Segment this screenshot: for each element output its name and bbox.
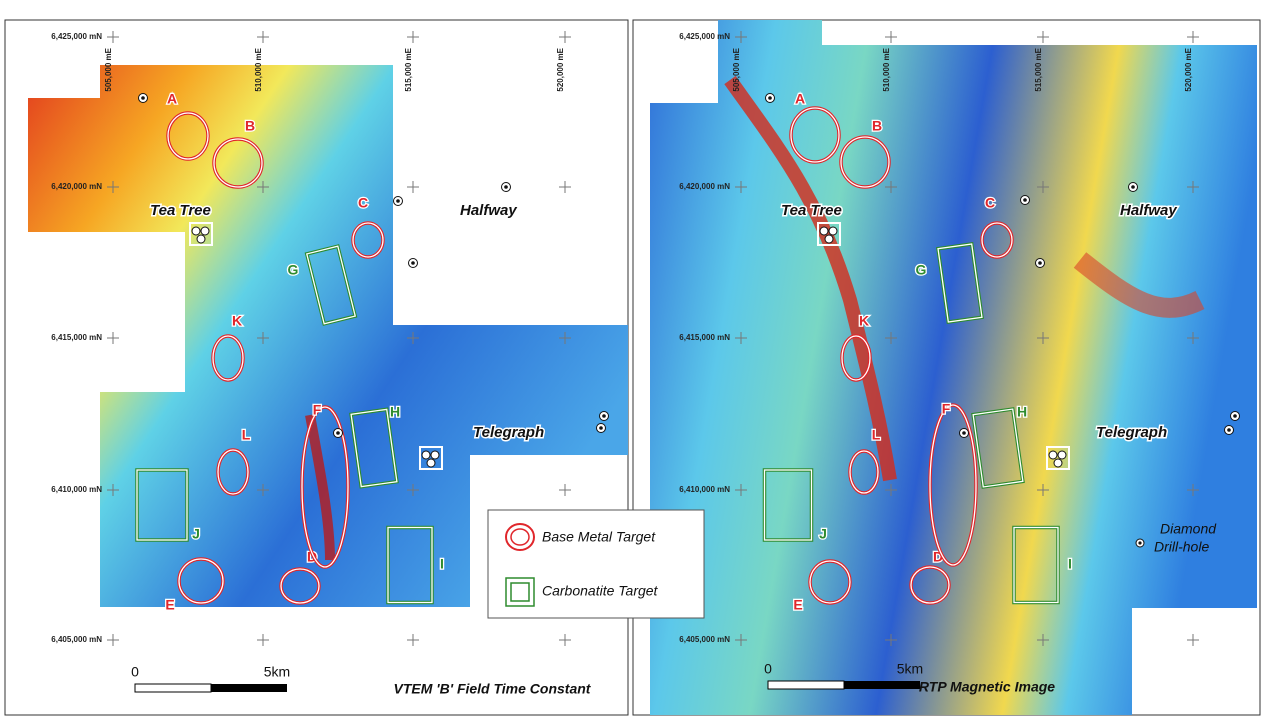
drill-hole — [1227, 428, 1231, 432]
northing-label: 6,410,000 mN — [679, 485, 730, 494]
drill-hole-label: Drill-hole — [1154, 539, 1209, 555]
northing-label: 6,425,000 mN — [51, 32, 102, 41]
drill-hole-label: Diamond — [1160, 521, 1217, 537]
northing-label: 6,405,000 mN — [679, 635, 730, 644]
drill-hole — [829, 227, 837, 235]
target-label: I — [1068, 556, 1072, 572]
scale-label: 0 — [764, 661, 772, 677]
legend-label: Base Metal Target — [542, 529, 656, 545]
drill-hole-icon — [1138, 541, 1141, 544]
drill-hole — [768, 96, 772, 100]
target-label: H — [390, 404, 400, 420]
scale-bar — [211, 684, 287, 692]
place-label: Halfway — [460, 202, 517, 219]
easting-label: 505,000 mE — [104, 47, 113, 91]
drill-hole — [411, 261, 415, 265]
northing-label: 6,420,000 mN — [679, 182, 730, 191]
easting-label: 510,000 mE — [254, 47, 263, 91]
scale-bar — [768, 681, 844, 689]
northing-label: 6,415,000 mN — [679, 333, 730, 342]
easting-label: 520,000 mE — [556, 47, 565, 91]
drill-hole — [197, 235, 205, 243]
drill-hole — [1054, 459, 1062, 467]
drill-hole — [422, 451, 430, 459]
target-label: I — [440, 556, 444, 572]
drill-hole — [201, 227, 209, 235]
legend-box — [488, 510, 704, 618]
target-label: G — [916, 262, 927, 278]
target-label: J — [819, 526, 827, 542]
easting-label: 515,000 mE — [404, 47, 413, 91]
target-label: A — [795, 91, 805, 107]
place-label: Tea Tree — [781, 202, 842, 219]
place-label: Telegraph — [1096, 424, 1167, 441]
easting-label: 505,000 mE — [732, 47, 741, 91]
legend-label: Carbonatite Target — [542, 583, 659, 599]
northing-label: 6,420,000 mN — [51, 182, 102, 191]
drill-hole — [336, 431, 340, 435]
drill-hole — [1038, 261, 1042, 265]
drill-hole — [192, 227, 200, 235]
scale-bar — [135, 684, 211, 692]
scale-label: 0 — [131, 664, 139, 680]
target-label: L — [872, 427, 881, 443]
target-label: H — [1017, 404, 1027, 420]
drill-hole — [1131, 185, 1135, 189]
drill-hole — [1023, 198, 1027, 202]
scale-label: 5km — [897, 661, 923, 677]
target-label: B — [872, 118, 882, 134]
northing-label: 6,410,000 mN — [51, 485, 102, 494]
easting-label: 510,000 mE — [882, 47, 891, 91]
drill-hole — [599, 426, 603, 430]
northing-label: 6,405,000 mN — [51, 635, 102, 644]
drill-hole — [427, 459, 435, 467]
drill-hole — [396, 199, 400, 203]
panel-title: VTEM 'B' Field Time Constant — [394, 681, 592, 697]
place-label: Telegraph — [473, 424, 544, 441]
scale-bar — [844, 681, 920, 689]
drill-hole — [825, 235, 833, 243]
target-label: E — [793, 597, 802, 613]
drill-hole — [1233, 414, 1237, 418]
drill-hole — [962, 431, 966, 435]
easting-label: 515,000 mE — [1034, 47, 1043, 91]
place-label: Tea Tree — [150, 202, 211, 219]
target-label: E — [165, 597, 174, 613]
target-label: K — [859, 313, 869, 329]
northing-label: 6,415,000 mN — [51, 333, 102, 342]
target-label: L — [242, 427, 251, 443]
northing-label: 6,425,000 mN — [679, 32, 730, 41]
drill-hole — [431, 451, 439, 459]
target-label: F — [942, 401, 951, 417]
easting-label: 520,000 mE — [1184, 47, 1193, 91]
target-label: A — [167, 91, 177, 107]
target-label: C — [985, 195, 995, 211]
target-label: B — [245, 118, 255, 134]
drill-hole — [1058, 451, 1066, 459]
drill-hole — [1049, 451, 1057, 459]
scale-label: 5km — [264, 664, 290, 680]
map-figure: Base Metal Target Carbonatite Target Dia… — [0, 0, 1264, 720]
panel-title: RTP Magnetic Image — [919, 679, 1055, 695]
drill-hole — [504, 185, 508, 189]
target-label: K — [232, 313, 242, 329]
legend: Base Metal Target Carbonatite Target — [488, 510, 704, 618]
drill-hole — [141, 96, 145, 100]
target-label: G — [288, 262, 299, 278]
drill-hole — [602, 414, 606, 418]
place-label: Halfway — [1120, 202, 1177, 219]
target-label: C — [358, 195, 368, 211]
target-label: J — [192, 526, 200, 542]
target-label: F — [313, 402, 322, 418]
drill-hole — [820, 227, 828, 235]
